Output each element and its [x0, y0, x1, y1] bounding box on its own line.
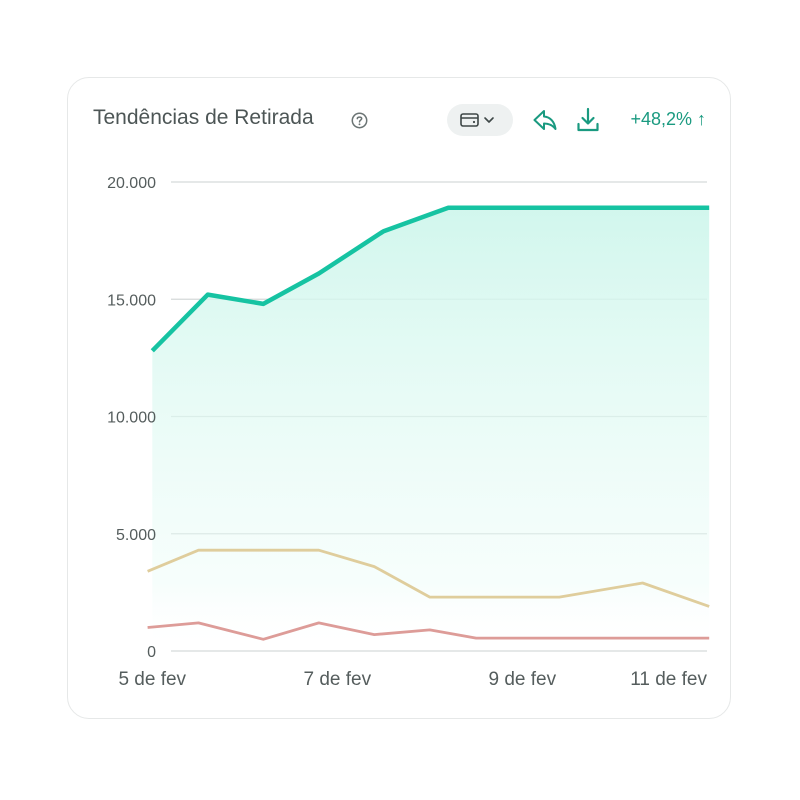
series-1-line: [150, 205, 710, 353]
question-circle-icon[interactable]: [351, 112, 368, 129]
series-3-line: [147, 621, 710, 641]
wallet-icon: [460, 113, 494, 127]
card-title: Tendências de Retirada: [93, 106, 314, 129]
change-percentage: +48,2% ↑: [630, 109, 706, 129]
y-tick-label: 20.000: [107, 175, 156, 192]
x-tick-label: 5 de fev: [118, 669, 186, 690]
y-tick-label: 10.000: [107, 410, 156, 427]
series-1-area: [152, 207, 710, 652]
wallet-filter-dropdown[interactable]: [447, 104, 513, 136]
share-icon[interactable]: [532, 108, 558, 132]
y-tick-label: 0: [147, 644, 156, 661]
y-tick-label: 5.000: [116, 527, 156, 544]
series-2-line: [147, 548, 710, 608]
x-tick-label: 9 de fev: [489, 669, 557, 690]
y-tick-label: 15.000: [107, 292, 156, 309]
x-tick-label: 11 de fev: [630, 669, 707, 690]
x-tick-label: 7 de fev: [303, 669, 371, 690]
download-icon[interactable]: [576, 107, 600, 133]
